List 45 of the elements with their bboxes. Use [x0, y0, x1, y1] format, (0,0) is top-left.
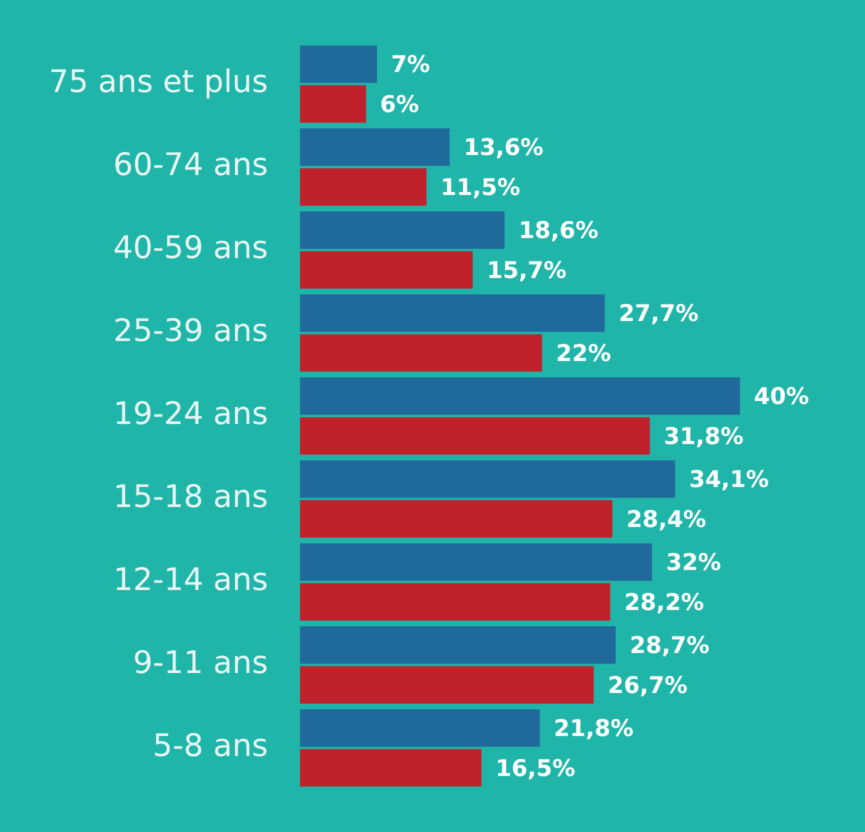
data-label: 31,8%	[664, 424, 744, 450]
y-tick-label: 9-11 ans	[132, 644, 268, 681]
bar	[300, 500, 612, 538]
data-label: 7%	[391, 52, 430, 78]
data-label: 28,2%	[624, 590, 704, 616]
y-tick-label: 40-59 ans	[113, 230, 268, 266]
data-label: 27,7%	[618, 301, 698, 328]
bar	[300, 626, 616, 664]
data-label: 26,7%	[608, 672, 688, 699]
bar	[300, 45, 377, 83]
bar	[300, 543, 652, 581]
bar	[300, 168, 426, 206]
data-label: 32%	[666, 550, 722, 576]
bar	[300, 211, 505, 249]
data-label: 16,5%	[496, 756, 576, 782]
bar	[300, 749, 482, 787]
bar	[300, 377, 740, 415]
y-tick-label: 19-24 ans	[113, 396, 268, 432]
data-label: 34,1%	[689, 467, 769, 494]
data-label: 15,7%	[486, 258, 566, 284]
data-label: 11,5%	[440, 174, 520, 201]
y-tick-label: 60-74 ans	[113, 147, 268, 184]
bar	[300, 709, 540, 747]
data-label: 28,4%	[626, 506, 706, 533]
y-tick-label: 5-8 ans	[152, 728, 268, 764]
bar	[300, 251, 473, 289]
y-tick-label: 12-14 ans	[113, 562, 268, 598]
bar	[300, 417, 650, 455]
bar	[300, 294, 605, 332]
bar	[300, 460, 676, 498]
data-label: 22%	[556, 340, 612, 367]
y-tick-label: 15-18 ans	[113, 479, 268, 516]
data-label: 28,7%	[630, 632, 710, 659]
data-label: 18,6%	[518, 218, 598, 244]
data-label: 6%	[380, 92, 420, 118]
y-tick-label: 75 ans et plus	[48, 64, 268, 100]
bar	[300, 334, 542, 372]
bar	[300, 128, 450, 166]
data-label: 40%	[754, 384, 810, 410]
y-tick-label: 25-39 ans	[113, 313, 268, 350]
bar	[300, 85, 366, 123]
bar	[300, 666, 594, 704]
data-label: 21,8%	[554, 716, 634, 742]
data-label: 13,6%	[464, 135, 544, 162]
bar	[300, 583, 610, 621]
